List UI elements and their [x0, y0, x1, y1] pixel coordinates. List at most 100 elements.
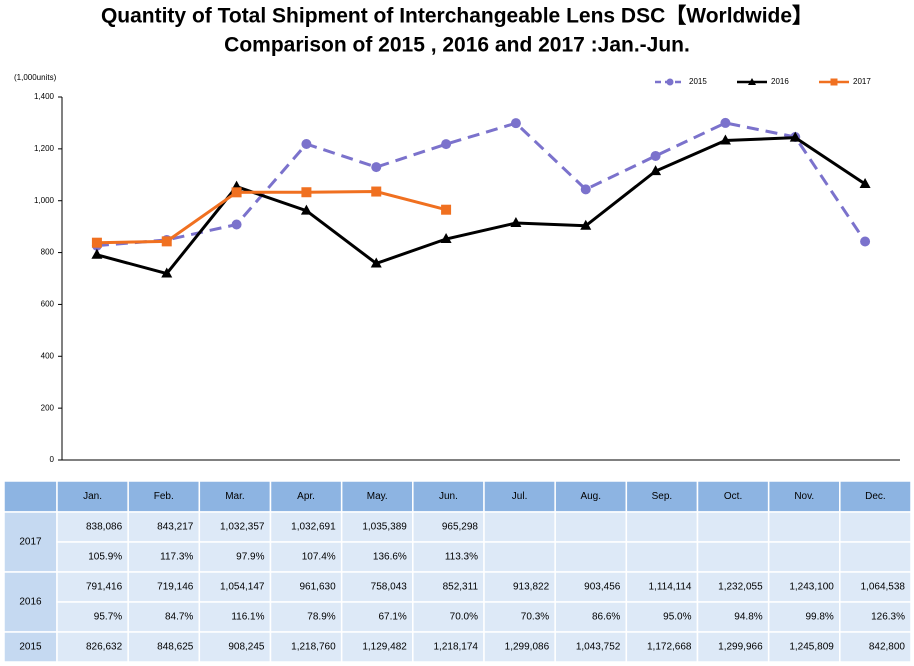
row-header: 2017: [19, 537, 42, 548]
table-value: 70.0%: [450, 612, 478, 623]
table-value: 84.7%: [165, 612, 193, 623]
table-cell: [554, 511, 628, 543]
table-value: 95.0%: [663, 612, 691, 623]
point: [301, 138, 312, 149]
table-cell: [412, 571, 485, 603]
table-value: 1,218,760: [291, 642, 336, 653]
table-value: 105.9%: [88, 552, 122, 563]
chart-title: Quantity of Total Shipment of Interchang…: [101, 5, 813, 28]
table-cell: [340, 541, 414, 573]
table-cell: [839, 631, 912, 663]
table-value: 1,299,966: [718, 642, 763, 653]
table-cell: [625, 480, 699, 513]
point: [510, 118, 521, 129]
column-header: Jun.: [439, 491, 458, 502]
point: [859, 177, 871, 188]
legend-label: 2016: [771, 77, 789, 86]
table-value: 843,217: [157, 522, 194, 533]
column-header: Aug.: [580, 491, 601, 502]
point: [300, 204, 312, 215]
y-tick-label: 1,400: [34, 92, 55, 101]
table-value: 67.1%: [378, 612, 406, 623]
y-tick-label: 400: [41, 351, 55, 360]
row-header: 2016: [19, 597, 42, 608]
series-line: [96, 121, 867, 248]
table-value: 852,311: [443, 582, 479, 593]
table-value: 758,043: [371, 582, 408, 593]
point: [91, 237, 102, 248]
table-value: 842,800: [869, 642, 906, 653]
table-cell: [839, 480, 912, 513]
point: [371, 186, 382, 197]
table-cell: [340, 601, 414, 633]
point: [650, 150, 661, 161]
table-cell: [696, 601, 770, 633]
table-cell: [839, 541, 912, 573]
table-value: 1,114,114: [648, 582, 691, 593]
point: [231, 219, 242, 230]
series-line: [96, 190, 447, 245]
table-cell: [696, 571, 770, 603]
table-value: 848,625: [157, 642, 194, 653]
point: [161, 267, 173, 278]
table-value: 1,054,147: [220, 582, 265, 593]
point: [580, 184, 591, 195]
table-value: 965,298: [442, 522, 479, 533]
table-cell: [696, 511, 770, 543]
point: [91, 248, 103, 259]
table-cell: [198, 601, 272, 633]
table-cell: [696, 541, 770, 573]
point: [720, 117, 731, 128]
table-value: 1,043,752: [576, 642, 621, 653]
table-cell: [127, 571, 201, 603]
point: [860, 236, 871, 247]
table-value: 1,243,100: [789, 582, 834, 593]
series-line: [96, 136, 866, 276]
table-cell: [3, 511, 58, 573]
y-tick-label: 1,000: [34, 196, 55, 205]
table-cell: [340, 480, 414, 513]
point: [650, 165, 662, 176]
table-cell: [625, 601, 699, 633]
column-header: Jul.: [512, 491, 528, 502]
table-value: 1,129,482: [362, 642, 407, 653]
point: [371, 162, 382, 173]
table-cell: [483, 541, 556, 573]
point: [789, 131, 801, 142]
point: [580, 219, 592, 230]
table-cell: [696, 631, 770, 663]
table-value: 908,245: [228, 642, 265, 653]
table-cell: [412, 631, 485, 663]
table-value: 1,032,357: [220, 522, 265, 533]
table-value: 86.6%: [592, 612, 620, 623]
table-value: 1,172,668: [647, 642, 692, 653]
y-tick-label: 0: [50, 455, 55, 464]
table-cell: [625, 571, 699, 603]
table-cell: [56, 541, 129, 573]
point: [510, 217, 522, 228]
table-value: 838,086: [86, 522, 123, 533]
table-cell: [696, 480, 770, 513]
y-axis-label: (1,000units): [14, 73, 57, 82]
point: [441, 204, 452, 215]
table-cell: [56, 480, 129, 513]
table-cell: [483, 511, 556, 543]
point: [441, 139, 452, 150]
table-value: 791,416: [86, 582, 123, 593]
column-header: Nov.: [794, 491, 814, 502]
table-cell: [554, 541, 628, 573]
table-value: 126.3%: [871, 612, 905, 623]
chart-subtitle: Comparison of 2015 , 2016 and 2017 :Jan.…: [224, 34, 690, 57]
table-value: 97.9%: [236, 552, 264, 563]
table-cell: [56, 631, 129, 663]
table-cell: [767, 511, 841, 543]
legend-marker: [748, 78, 756, 85]
table-cell: [412, 601, 485, 633]
table-cell: [839, 601, 912, 633]
table-cell: [269, 541, 343, 573]
column-header: Jan.: [83, 491, 102, 502]
table-value: 1,218,174: [434, 642, 479, 653]
y-tick-label: 1,200: [34, 144, 55, 153]
table-value: 1,245,809: [789, 642, 834, 653]
table-value: 107.4%: [302, 552, 336, 563]
